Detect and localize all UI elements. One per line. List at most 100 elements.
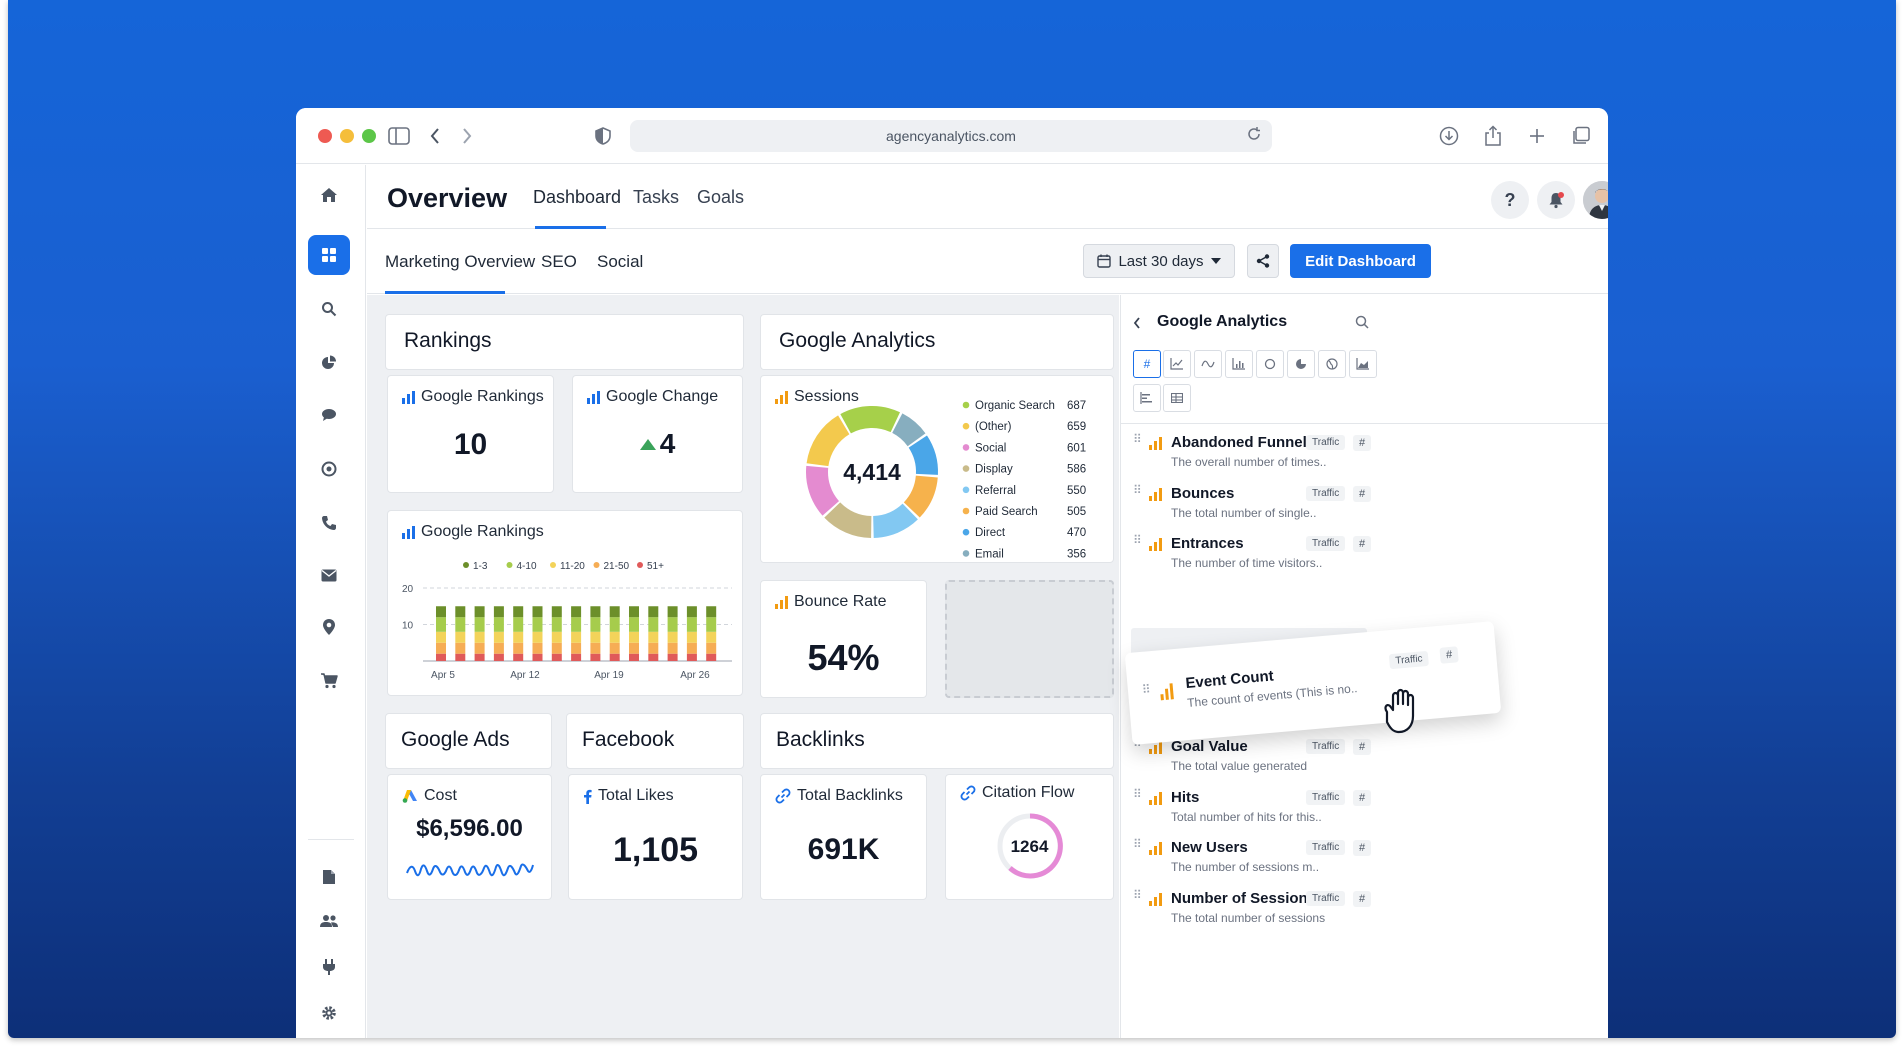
bar-segment-4-10[interactable]	[551, 617, 562, 632]
panel-metric-item[interactable]: ⠿ Abandoned Funnels The overall number o…	[1121, 425, 1608, 487]
tab-social[interactable]: Social	[597, 252, 644, 271]
bar-segment-51+[interactable]	[629, 653, 639, 661]
close-window-button[interactable]	[318, 129, 332, 143]
type-globe-icon[interactable]	[1318, 350, 1346, 378]
bar-segment-4-10[interactable]	[609, 617, 620, 632]
bar-segment-51+[interactable]	[590, 653, 601, 661]
bar-segment-11-20[interactable]	[474, 631, 485, 643]
help-button[interactable]: ?	[1491, 181, 1529, 219]
shield-icon[interactable]	[592, 125, 614, 147]
bar-segment-51+[interactable]	[493, 653, 504, 661]
bar-segment-21-50[interactable]	[629, 642, 639, 654]
bar-segment-51+[interactable]	[532, 653, 543, 661]
new-tab-icon[interactable]	[1526, 125, 1548, 147]
mail-icon[interactable]	[308, 555, 350, 595]
bar-segment-51+[interactable]	[513, 653, 524, 661]
bar-segment-1-3[interactable]	[706, 606, 717, 618]
bar-segment-51+[interactable]	[474, 653, 485, 661]
total-backlinks-widget[interactable]: Total Backlinks 691K	[760, 774, 927, 900]
bar-segment-1-3[interactable]	[590, 606, 601, 618]
panel-back-icon[interactable]	[1133, 316, 1141, 334]
drag-handle-icon[interactable]: ⠿	[1133, 888, 1142, 902]
type-bar-chart-icon[interactable]	[1225, 350, 1253, 378]
bar-segment-4-10[interactable]	[455, 617, 466, 632]
edit-dashboard-button[interactable]: Edit Dashboard	[1290, 244, 1431, 278]
target-icon[interactable]	[308, 449, 350, 489]
bar-segment-1-3[interactable]	[436, 606, 446, 618]
bar-segment-21-50[interactable]	[513, 642, 524, 654]
tab-seo[interactable]: SEO	[541, 252, 577, 271]
bar-segment-11-20[interactable]	[686, 631, 697, 643]
bar-segment-11-20[interactable]	[590, 631, 601, 643]
bar-segment-21-50[interactable]	[532, 642, 543, 654]
bar-segment-21-50[interactable]	[474, 642, 485, 654]
drag-handle-icon[interactable]: ⠿	[1133, 432, 1142, 446]
bar-segment-21-50[interactable]	[686, 642, 697, 654]
google-rankings-chart-widget[interactable]: Google Rankings 1-3 4-10 11-20 21-50 51+ 20 10…	[387, 510, 743, 696]
bar-segment-1-3[interactable]	[493, 606, 504, 618]
bar-segment-1-3[interactable]	[648, 606, 659, 618]
type-horizontal-bar-icon[interactable]	[1133, 384, 1161, 412]
bar-segment-51+[interactable]	[706, 653, 717, 661]
bar-segment-4-10[interactable]	[706, 617, 717, 632]
bar-segment-11-20[interactable]	[532, 631, 543, 643]
bar-segment-51+[interactable]	[455, 653, 466, 661]
users-icon[interactable]	[308, 901, 350, 941]
bar-segment-51+[interactable]	[648, 653, 659, 661]
type-number-icon[interactable]: #	[1133, 350, 1161, 378]
bar-segment-4-10[interactable]	[648, 617, 659, 632]
bar-segment-1-3[interactable]	[667, 606, 678, 618]
drag-handle-icon[interactable]: ⠿	[1133, 787, 1142, 801]
download-icon[interactable]	[1438, 125, 1460, 147]
donut-slice-email[interactable]	[892, 413, 926, 447]
bounce-rate-widget[interactable]: Bounce Rate 54%	[760, 580, 927, 698]
pie-chart-icon[interactable]	[308, 343, 350, 383]
bar-segment-21-50[interactable]	[590, 642, 601, 654]
bar-segment-1-3[interactable]	[571, 606, 582, 618]
bar-segment-51+[interactable]	[436, 653, 446, 661]
tab-marketing-overview[interactable]: Marketing Overview	[385, 252, 536, 271]
tabs-overview-icon[interactable]	[1570, 125, 1592, 147]
tab-goals[interactable]: Goals	[697, 187, 745, 207]
donut-slice--other-[interactable]	[806, 415, 850, 467]
location-icon[interactable]	[308, 607, 350, 647]
bar-segment-1-3[interactable]	[532, 606, 543, 618]
type-pie-icon[interactable]	[1287, 350, 1315, 378]
dashboard-icon[interactable]	[308, 235, 350, 275]
donut-slice-organic-search[interactable]	[840, 406, 900, 434]
bar-segment-11-20[interactable]	[667, 631, 678, 643]
bar-segment-1-3[interactable]	[629, 606, 639, 618]
sidebar-toggle-icon[interactable]	[388, 125, 410, 147]
panel-metric-item[interactable]: ⠿ Goal Value The total value generated T…	[1121, 729, 1608, 791]
zoom-window-button[interactable]	[362, 129, 376, 143]
avatar[interactable]	[1583, 181, 1608, 219]
type-donut-icon[interactable]	[1256, 350, 1284, 378]
settings-gear-icon[interactable]	[308, 993, 350, 1033]
drag-handle-icon[interactable]: ⠿	[1133, 533, 1142, 547]
bar-segment-4-10[interactable]	[436, 617, 446, 632]
reload-icon[interactable]	[1246, 126, 1262, 145]
bar-segment-21-50[interactable]	[648, 642, 659, 654]
bar-segment-11-20[interactable]	[629, 631, 639, 643]
type-line-chart-icon[interactable]	[1163, 350, 1191, 378]
ads-cost-widget[interactable]: Cost $6,596.00	[387, 774, 552, 900]
citation-flow-widget[interactable]: Citation Flow 1264	[945, 774, 1114, 900]
forward-icon[interactable]	[456, 125, 478, 147]
search-icon[interactable]	[308, 289, 350, 329]
bar-segment-51+[interactable]	[609, 653, 620, 661]
document-icon[interactable]	[308, 857, 350, 897]
panel-metric-item[interactable]: ⠿ Hits Total number of hits for this.. T…	[1121, 780, 1608, 842]
bar-segment-21-50[interactable]	[609, 642, 620, 654]
donut-slice-social[interactable]	[806, 465, 840, 516]
bar-segment-1-3[interactable]	[551, 606, 562, 618]
bar-segment-51+[interactable]	[686, 653, 697, 661]
donut-slice-referral[interactable]	[873, 503, 918, 538]
tab-dashboard[interactable]: Dashboard	[533, 187, 622, 207]
donut-slice-paid-search[interactable]	[903, 475, 938, 518]
address-bar[interactable]: agencyanalytics.com	[630, 120, 1272, 152]
sessions-widget[interactable]: Sessions 4,414 Organic Search 687 (Other) 65…	[760, 375, 1114, 563]
bar-segment-11-20[interactable]	[551, 631, 562, 643]
google-change-widget[interactable]: Google Change 4	[572, 375, 743, 493]
bar-segment-11-20[interactable]	[648, 631, 659, 643]
donut-slice-direct[interactable]	[908, 435, 938, 475]
